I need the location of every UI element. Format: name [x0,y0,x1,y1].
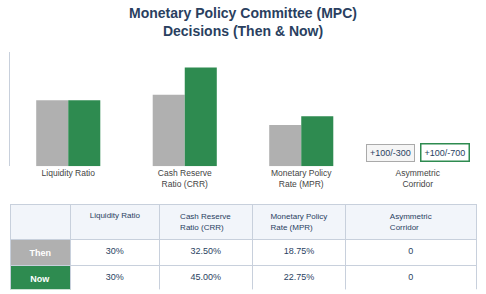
svg-text:Monetary PolicyRate (MPR): Monetary PolicyRate (MPR) [271,168,332,189]
svg-text:Now: Now [30,274,50,284]
svg-text:Liquidity Ratio: Liquidity Ratio [42,168,96,178]
svg-text:Monetary PolicyRate (MPR): Monetary PolicyRate (MPR) [270,212,327,231]
svg-text:AsymmetricCorridor: AsymmetricCorridor [390,212,432,231]
svg-text:+100/-300: +100/-300 [370,148,411,158]
svg-text:30%: 30% [106,272,124,282]
svg-text:AsymmetricCorridor: AsymmetricCorridor [396,168,441,189]
svg-text:45.00%: 45.00% [190,272,221,282]
svg-text:0: 0 [408,246,413,256]
svg-text:22.75%: 22.75% [284,272,315,282]
svg-text:Monetary Policy Committee (MPC: Monetary Policy Committee (MPC)Decisions… [129,5,357,39]
svg-text:+100/-700: +100/-700 [425,148,466,158]
svg-text:30%: 30% [106,246,124,256]
svg-text:32.50%: 32.50% [190,246,221,256]
svg-text:Cash ReserveRatio (CRR): Cash ReserveRatio (CRR) [180,212,231,231]
svg-text:18.75%: 18.75% [284,246,315,256]
svg-text:0: 0 [408,272,413,282]
svg-text:Cash ReserveRatio (CRR): Cash ReserveRatio (CRR) [158,168,212,189]
svg-text:Liquidity Ratio: Liquidity Ratio [90,211,141,220]
svg-text:Then: Then [30,248,52,258]
